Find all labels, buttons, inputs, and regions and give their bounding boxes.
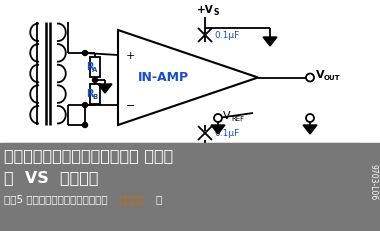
Bar [90, 84, 100, 104]
Text: 0.1μF: 0.1μF [214, 128, 239, 137]
Text: IN-AMP: IN-AMP [138, 71, 188, 84]
Polygon shape [303, 125, 317, 134]
Text: 《图5 仪表放大器变压器输入耦合的: 《图5 仪表放大器变压器输入耦合的 [4, 194, 108, 204]
Bar [0, 143, 380, 231]
Text: 正确方法: 正确方法 [120, 194, 145, 204]
Text: S: S [214, 8, 219, 17]
Text: B: B [92, 94, 97, 100]
Text: 如何为偏置电流提供直流回路？ 正确示: 如何为偏置电流提供直流回路？ 正确示 [4, 148, 173, 163]
Bar [90, 57, 100, 77]
Text: +V: +V [196, 5, 214, 15]
Polygon shape [263, 37, 277, 46]
Circle shape [214, 114, 222, 122]
Text: V: V [316, 70, 325, 80]
Text: 》: 》 [156, 194, 162, 204]
Text: R: R [86, 62, 93, 72]
Circle shape [82, 122, 87, 128]
Text: 范  VS  错误示范: 范 VS 错误示范 [4, 170, 98, 185]
Circle shape [306, 73, 314, 82]
Text: REF: REF [231, 116, 244, 122]
Text: +: + [126, 51, 135, 61]
Text: 0.1μF: 0.1μF [214, 30, 239, 40]
Text: −V: −V [196, 149, 214, 159]
Text: A: A [92, 67, 97, 73]
Polygon shape [211, 125, 225, 134]
Circle shape [92, 77, 98, 82]
Text: 9703-L06: 9703-L06 [369, 164, 377, 201]
Text: R: R [86, 89, 93, 99]
Circle shape [82, 103, 87, 107]
Text: −: − [126, 101, 135, 111]
Text: S: S [214, 152, 219, 161]
Circle shape [82, 51, 87, 55]
Polygon shape [98, 84, 112, 93]
Text: V: V [223, 111, 231, 121]
Polygon shape [198, 148, 212, 157]
Text: OUT: OUT [324, 76, 340, 82]
Circle shape [306, 114, 314, 122]
